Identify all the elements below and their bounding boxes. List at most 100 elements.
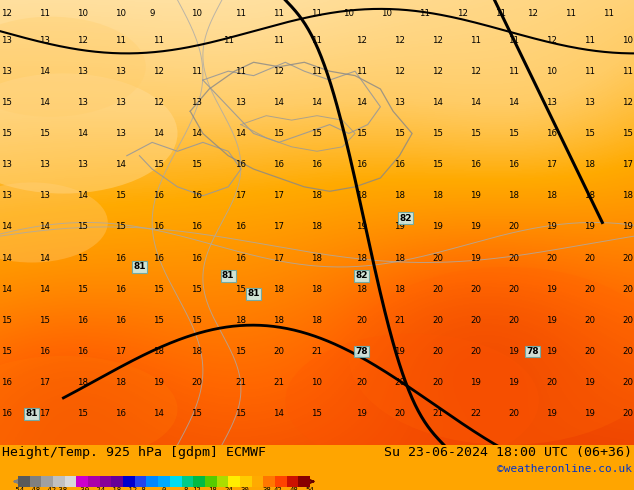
Text: 14: 14 bbox=[356, 98, 367, 107]
Text: 20: 20 bbox=[584, 347, 595, 356]
Text: 16: 16 bbox=[153, 191, 164, 200]
Text: 42: 42 bbox=[273, 488, 282, 490]
Text: 15: 15 bbox=[508, 129, 519, 138]
Ellipse shape bbox=[0, 74, 178, 194]
Text: 18: 18 bbox=[394, 191, 405, 200]
Text: 15: 15 bbox=[470, 129, 481, 138]
Text: 13: 13 bbox=[1, 191, 12, 200]
Text: 19: 19 bbox=[432, 222, 443, 231]
Text: 20: 20 bbox=[546, 378, 557, 387]
Text: 82: 82 bbox=[355, 271, 368, 280]
Text: 54: 54 bbox=[306, 488, 314, 490]
Text: Height/Temp. 925 hPa [gdpm] ECMWF: Height/Temp. 925 hPa [gdpm] ECMWF bbox=[2, 446, 266, 459]
Text: 20: 20 bbox=[622, 409, 633, 418]
Text: 14: 14 bbox=[153, 129, 164, 138]
Text: 18: 18 bbox=[191, 347, 202, 356]
Text: 13: 13 bbox=[77, 67, 88, 75]
Text: 15: 15 bbox=[191, 285, 202, 294]
Text: 13: 13 bbox=[39, 160, 50, 169]
Ellipse shape bbox=[349, 267, 634, 445]
Text: 13: 13 bbox=[77, 98, 88, 107]
Text: 15: 15 bbox=[622, 129, 633, 138]
Text: 16: 16 bbox=[191, 191, 202, 200]
Text: 11: 11 bbox=[419, 9, 430, 18]
Text: 10: 10 bbox=[191, 9, 202, 18]
Text: 19: 19 bbox=[546, 285, 557, 294]
Text: 20: 20 bbox=[432, 378, 443, 387]
Text: 13: 13 bbox=[1, 67, 12, 75]
Text: 20: 20 bbox=[432, 347, 443, 356]
Text: 14: 14 bbox=[39, 98, 50, 107]
Text: 16: 16 bbox=[115, 316, 126, 325]
Text: 14: 14 bbox=[311, 98, 323, 107]
Text: 14: 14 bbox=[77, 191, 88, 200]
Text: 14: 14 bbox=[1, 285, 12, 294]
Text: 18: 18 bbox=[508, 191, 519, 200]
Text: 11: 11 bbox=[565, 9, 576, 18]
Text: 17: 17 bbox=[39, 409, 50, 418]
Text: 20: 20 bbox=[356, 316, 367, 325]
Text: 18: 18 bbox=[311, 222, 323, 231]
Text: 17: 17 bbox=[273, 191, 285, 200]
Text: 18: 18 bbox=[153, 347, 164, 356]
Text: 11: 11 bbox=[356, 67, 367, 75]
Text: 12: 12 bbox=[432, 36, 443, 45]
Text: 12: 12 bbox=[273, 67, 285, 75]
Bar bbox=[275, 476, 287, 487]
Text: -54: -54 bbox=[11, 488, 25, 490]
Text: 9: 9 bbox=[150, 9, 155, 18]
Text: 14: 14 bbox=[273, 409, 285, 418]
Text: 14: 14 bbox=[153, 409, 164, 418]
Ellipse shape bbox=[285, 334, 539, 467]
Text: 12: 12 bbox=[622, 98, 633, 107]
Text: 10: 10 bbox=[115, 9, 126, 18]
Text: 15: 15 bbox=[311, 409, 323, 418]
Text: 20: 20 bbox=[546, 253, 557, 263]
Text: 11: 11 bbox=[191, 67, 202, 75]
Text: 15: 15 bbox=[432, 160, 443, 169]
Text: 13: 13 bbox=[115, 67, 126, 75]
Text: 15: 15 bbox=[1, 316, 12, 325]
Text: 12: 12 bbox=[153, 67, 164, 75]
Text: 14: 14 bbox=[77, 129, 88, 138]
Text: -48: -48 bbox=[28, 488, 41, 490]
Text: 19: 19 bbox=[584, 409, 595, 418]
Text: 14: 14 bbox=[39, 222, 50, 231]
Text: 8: 8 bbox=[183, 488, 188, 490]
Text: 19: 19 bbox=[153, 378, 164, 387]
Text: 14: 14 bbox=[432, 98, 443, 107]
Bar bbox=[217, 476, 228, 487]
Text: 78: 78 bbox=[355, 347, 368, 356]
Bar bbox=[18, 476, 30, 487]
Text: 82: 82 bbox=[399, 214, 412, 222]
Text: 20: 20 bbox=[470, 347, 481, 356]
Text: 18: 18 bbox=[622, 191, 633, 200]
Text: 17: 17 bbox=[273, 222, 285, 231]
Bar bbox=[135, 476, 146, 487]
Text: 19: 19 bbox=[356, 409, 367, 418]
Text: 12: 12 bbox=[432, 67, 443, 75]
Text: 15: 15 bbox=[235, 285, 247, 294]
Text: 30: 30 bbox=[241, 488, 250, 490]
Text: 20: 20 bbox=[356, 378, 367, 387]
Text: 20: 20 bbox=[622, 253, 633, 263]
Text: 13: 13 bbox=[235, 98, 247, 107]
Text: 12: 12 bbox=[394, 36, 405, 45]
Text: 11: 11 bbox=[508, 67, 519, 75]
Text: 15: 15 bbox=[356, 129, 367, 138]
Text: 21: 21 bbox=[273, 378, 285, 387]
Text: 18: 18 bbox=[115, 378, 126, 387]
Text: 20: 20 bbox=[622, 285, 633, 294]
Text: 19: 19 bbox=[394, 347, 405, 356]
Text: 16: 16 bbox=[115, 253, 126, 263]
Text: 20: 20 bbox=[622, 378, 633, 387]
Bar bbox=[112, 476, 123, 487]
Text: 15: 15 bbox=[77, 253, 88, 263]
Text: 13: 13 bbox=[191, 98, 202, 107]
Text: 15: 15 bbox=[394, 129, 405, 138]
Text: 17: 17 bbox=[39, 378, 50, 387]
Bar bbox=[41, 476, 53, 487]
Text: 12: 12 bbox=[1, 9, 12, 18]
Text: 15: 15 bbox=[584, 129, 595, 138]
Bar bbox=[88, 476, 100, 487]
